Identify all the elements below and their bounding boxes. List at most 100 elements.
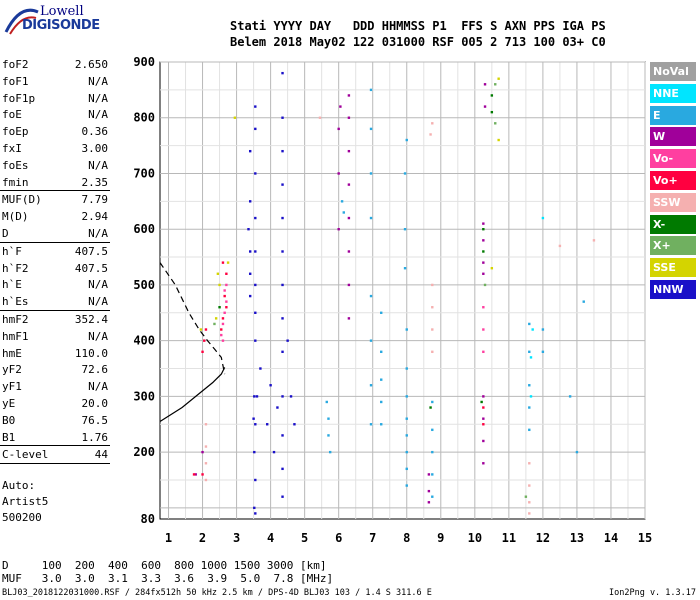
echo-point — [347, 250, 351, 253]
echo-point — [201, 350, 204, 354]
param-row: hmF1 N/A — [0, 328, 110, 345]
echo-point — [204, 462, 208, 465]
x-tick-label: 14 — [604, 531, 618, 545]
echo-point — [248, 272, 252, 275]
logo-mark-icon — [4, 8, 39, 35]
echo-point — [347, 283, 351, 287]
param-value: 7.79 — [81, 193, 109, 207]
echo-point — [494, 83, 497, 86]
echo-point — [226, 261, 230, 264]
echo-point — [405, 434, 408, 437]
muf-row: MUF 3.0 3.0 3.1 3.3 3.6 3.9 5.0 7.8 [MHz… — [2, 572, 334, 585]
header-line1: Stati YYYY DAY DDD HHMMSS P1 FFS S AXN P… — [230, 19, 606, 33]
echo-point — [201, 473, 204, 476]
echo-point — [431, 473, 434, 476]
echo-point — [252, 417, 255, 420]
param-value: 110.0 — [74, 346, 108, 360]
echo-point — [490, 267, 494, 270]
param-value: 407.5 — [74, 244, 108, 258]
echo-point — [529, 356, 533, 359]
echo-point — [431, 400, 434, 404]
y-tick-label: 800 — [133, 111, 155, 125]
param-key: M(D) — [2, 210, 29, 224]
echo-point — [254, 105, 257, 108]
echo-point — [431, 306, 434, 309]
echo-point — [494, 122, 497, 125]
echo-point — [528, 322, 531, 326]
echo-point — [482, 462, 485, 465]
echo-point — [405, 367, 408, 370]
trace-vominus — [220, 283, 485, 354]
echo-point — [253, 395, 256, 398]
echo-point — [347, 317, 351, 320]
echo-point — [528, 384, 531, 387]
y-tick-label: 200 — [133, 445, 155, 459]
echo-point — [248, 200, 252, 203]
echo-point — [347, 183, 351, 186]
trace-nne — [529, 216, 545, 398]
echo-point — [337, 227, 340, 231]
trace-w — [194, 83, 487, 504]
echo-point — [289, 395, 293, 398]
echo-point — [568, 395, 572, 398]
echo-point — [369, 384, 373, 387]
echo-point — [497, 138, 500, 142]
echo-point — [347, 94, 351, 97]
echo-point — [223, 289, 226, 292]
param-key: h`F — [2, 244, 22, 258]
echo-point — [272, 450, 276, 454]
param-value: 20.0 — [81, 396, 109, 410]
echo-point — [269, 384, 272, 387]
echo-point — [327, 434, 330, 437]
echo-point — [204, 328, 208, 331]
param-key: h`Es — [2, 295, 29, 309]
echo-point — [281, 183, 284, 186]
echo-point — [204, 478, 208, 482]
echo-point — [427, 473, 431, 476]
y-tick-label: 400 — [133, 334, 155, 348]
logo-line1: Lowell — [40, 4, 84, 19]
echo-point — [427, 501, 431, 504]
echo-point — [427, 489, 431, 493]
param-row: fmin 2.35 — [0, 174, 110, 192]
echo-point — [405, 417, 408, 420]
x-tick-label: 15 — [638, 531, 652, 545]
param-row: foEs N/A — [0, 157, 110, 174]
logo-line2: DIGISONDE — [22, 18, 100, 33]
echo-point — [281, 395, 284, 398]
echo-point — [340, 200, 344, 203]
legend-item: NNW — [650, 279, 696, 299]
echo-point — [482, 395, 485, 398]
trace-ssw — [204, 116, 596, 515]
echo-point — [281, 495, 284, 498]
x-tick-label: 5 — [301, 531, 308, 545]
echo-point — [528, 484, 531, 487]
echo-point — [204, 423, 208, 426]
echo-point — [431, 450, 434, 454]
param-key: B0 — [2, 413, 16, 427]
echo-point — [429, 406, 432, 409]
echo-point — [248, 250, 252, 253]
param-value: 72.6 — [81, 363, 109, 377]
y-tick-label: 80 — [141, 512, 155, 526]
param-key: foEp — [2, 125, 29, 139]
echo-point — [225, 283, 228, 287]
param-value: 76.5 — [81, 413, 109, 427]
echo-point — [337, 127, 340, 131]
echo-point — [529, 395, 533, 398]
echo-point — [528, 406, 531, 409]
echo-point — [482, 423, 485, 426]
echo-point — [482, 261, 485, 264]
echo-point — [254, 512, 257, 515]
echo-point — [254, 127, 257, 131]
param-row: foF2 2.650 — [0, 56, 110, 73]
echo-point — [254, 216, 257, 220]
param-value: 3.00 — [81, 141, 109, 155]
autoscaling-info: Auto: Artist5 500200 — [2, 478, 48, 526]
echo-point — [490, 94, 494, 97]
param-value: N/A — [88, 91, 108, 105]
param-key: hmF2 — [2, 312, 29, 326]
legend-item: Vo+ — [650, 170, 696, 190]
param-row: yF1 N/A — [0, 378, 110, 395]
echo-point — [528, 501, 531, 504]
